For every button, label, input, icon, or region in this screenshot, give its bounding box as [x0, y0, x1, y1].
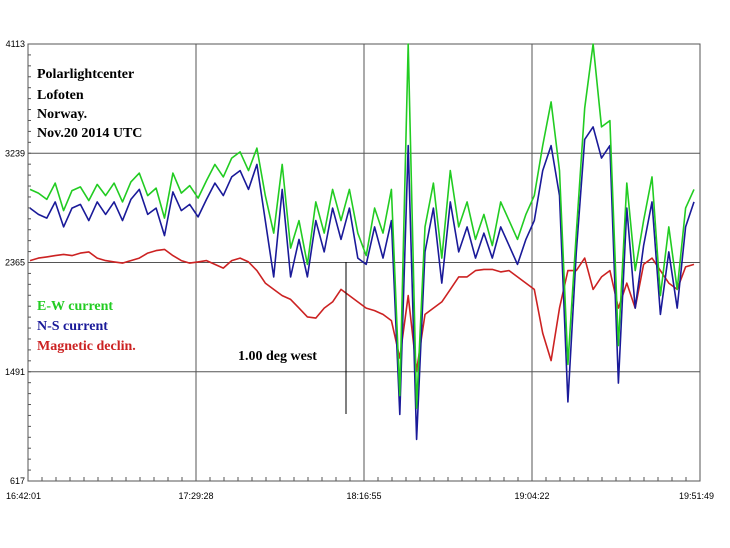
x-axis-tick-labels: 16:42:01 17:29:28 18:16:55 19:04:22 19:51:49: [6, 491, 714, 501]
annotation-line-1: Polarlightcenter: [37, 67, 134, 82]
x-tick-label: 17:29:28: [178, 491, 213, 501]
series-lines: [29, 43, 695, 441]
annotation-line-4: Nov.20 2014 UTC: [37, 126, 142, 141]
station-annotation: Polarlightcenter Lofoten Norway. Nov.20 …: [37, 67, 142, 141]
legend-ns-current: N-S current: [37, 319, 108, 334]
x-tick-label: 19:51:49: [679, 491, 714, 501]
annotation-line-2: Lofoten: [37, 88, 84, 103]
series-line-ew-current: [29, 43, 695, 409]
legend-magnetic-declination: Magnetic declin.: [37, 339, 136, 354]
scale-marker-label: 1.00 deg west: [238, 349, 317, 364]
series-line-magnetic-declination: [29, 248, 695, 372]
y-axis-tick-labels: 617 1491 2365 3239 4113: [5, 39, 25, 486]
y-tick-label: 617: [10, 476, 25, 486]
minor-ticks: [28, 54, 687, 481]
series-line-ns-current: [29, 126, 695, 441]
y-tick-label: 3239: [5, 148, 25, 158]
annotation-line-3: Norway.: [37, 107, 87, 122]
x-tick-label: 18:16:55: [346, 491, 381, 501]
scale-marker: 1.00 deg west: [238, 262, 347, 414]
y-tick-label: 4113: [6, 39, 25, 49]
y-tick-label: 1491: [5, 367, 25, 377]
legend: E-W current N-S current Magnetic declin.: [37, 299, 136, 354]
y-tick-label: 2365: [5, 258, 25, 268]
legend-ew-current: E-W current: [37, 299, 113, 314]
x-tick-label: 19:04:22: [514, 491, 549, 501]
x-tick-label: 16:42:01: [6, 491, 41, 501]
